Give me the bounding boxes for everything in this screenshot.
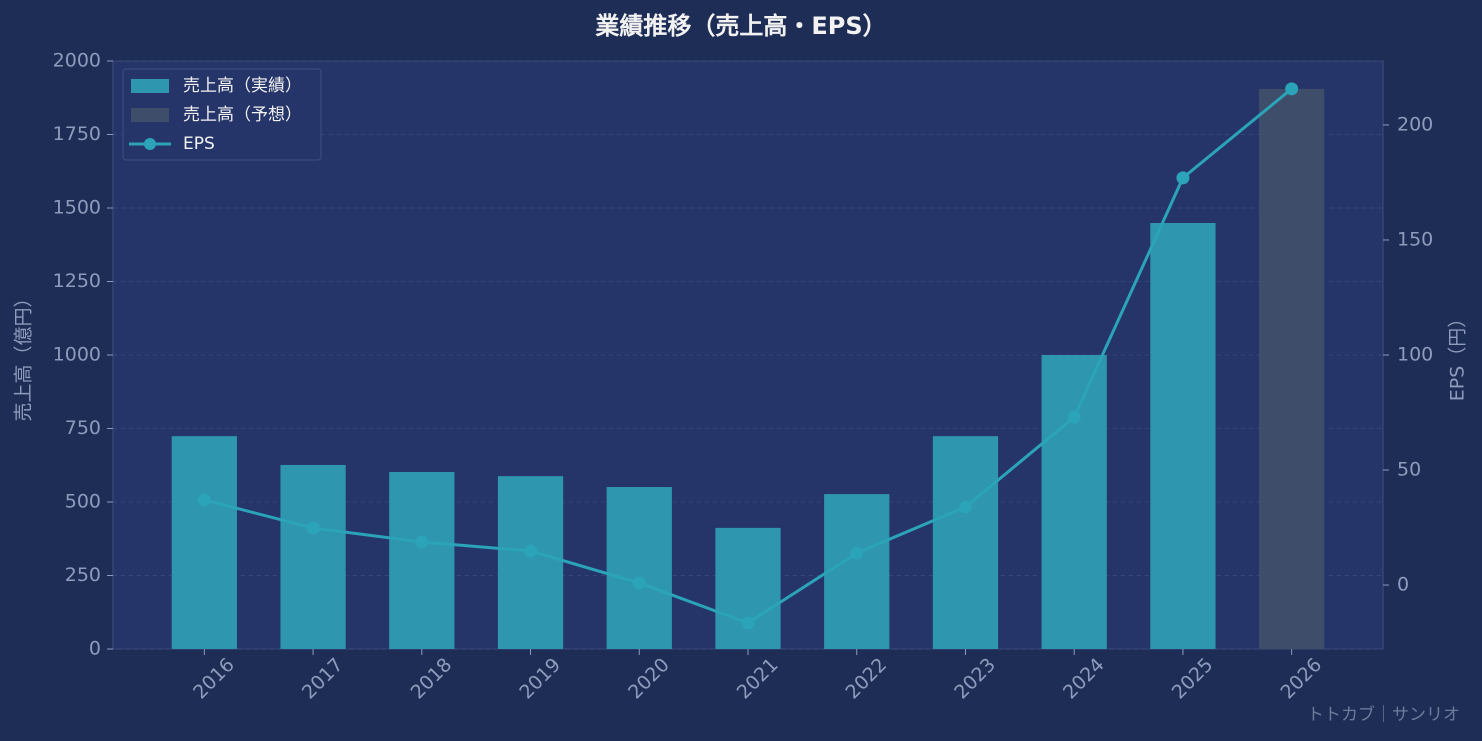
bar xyxy=(497,476,564,649)
watermark: トトカブ｜サンリオ xyxy=(1307,704,1460,725)
y-tick-label: 0 xyxy=(89,638,101,660)
y-axis-label: 売上高（億円） xyxy=(13,288,35,421)
x-tick-label: 2023 xyxy=(950,654,1000,704)
line-point xyxy=(958,500,972,514)
line-point xyxy=(415,535,429,549)
y-tick-label: 2000 xyxy=(53,50,101,72)
line-point xyxy=(741,616,755,630)
bar xyxy=(1259,88,1325,650)
line-point xyxy=(850,546,864,560)
x-tick-label: 2026 xyxy=(1276,654,1326,704)
x-tick-label: 2017 xyxy=(298,654,348,704)
y-tick-label: 1750 xyxy=(53,123,101,145)
y2-tick-label: 150 xyxy=(1397,228,1433,250)
x-tick-label: 2016 xyxy=(189,654,239,704)
line-point xyxy=(1176,171,1190,185)
line-point xyxy=(306,521,320,535)
y2-tick-label: 50 xyxy=(1397,459,1421,481)
y2-tick-label: 100 xyxy=(1397,344,1433,366)
legend-label: 売上高（実績） xyxy=(183,76,302,96)
y-tick-label: 1500 xyxy=(53,197,101,219)
bar xyxy=(389,472,455,649)
x-tick-label: 2022 xyxy=(842,654,892,704)
y2-tick-label: 200 xyxy=(1397,113,1433,135)
bar xyxy=(824,494,890,649)
y2-axis-label: EPS（円） xyxy=(1447,309,1469,402)
legend-label: EPS xyxy=(183,134,215,154)
bar xyxy=(715,527,781,649)
legend-swatch xyxy=(144,138,156,150)
bar xyxy=(171,436,237,649)
legend-box xyxy=(122,68,322,161)
bar xyxy=(1150,222,1216,649)
y-tick-label: 250 xyxy=(65,564,101,586)
line-point xyxy=(632,576,646,590)
bar xyxy=(932,436,999,649)
x-tick-label: 2018 xyxy=(407,654,457,704)
bar xyxy=(280,464,346,649)
x-tick-label: 2019 xyxy=(515,654,565,704)
bar xyxy=(1041,355,1107,649)
y-tick-label: 1000 xyxy=(53,344,101,366)
x-tick-label: 2021 xyxy=(733,654,783,704)
line-point xyxy=(524,544,538,558)
x-tick-label: 2020 xyxy=(624,654,674,704)
chart-title: 業績推移（売上高・EPS） xyxy=(595,12,886,40)
line-point xyxy=(1067,410,1081,424)
x-tick-label: 2025 xyxy=(1168,654,1218,704)
legend-swatch xyxy=(131,79,169,93)
y2-tick-label: 0 xyxy=(1397,574,1409,596)
legend-swatch xyxy=(131,108,169,122)
y-tick-label: 500 xyxy=(65,491,101,513)
x-tick-label: 2024 xyxy=(1059,654,1109,704)
bar xyxy=(606,487,672,649)
y-tick-label: 1250 xyxy=(53,270,101,292)
line-point xyxy=(197,493,211,507)
y-tick-label: 750 xyxy=(65,417,101,439)
line-point xyxy=(1285,82,1299,96)
legend-label: 売上高（予想） xyxy=(183,105,302,125)
